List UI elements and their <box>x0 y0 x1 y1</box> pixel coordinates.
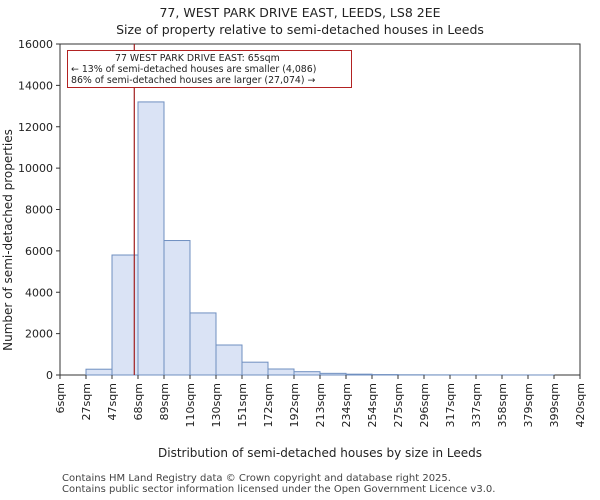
bar-89sqm <box>163 240 191 376</box>
x-tick-label: 379sqm <box>522 383 535 427</box>
bar-130sqm <box>215 344 243 376</box>
y-tick-label: 4000 <box>25 286 53 299</box>
y-tick-label: 16000 <box>18 38 53 51</box>
bar-192sqm <box>293 371 321 376</box>
bar-213sqm <box>319 372 347 376</box>
x-tick-label: 234sqm <box>340 383 353 427</box>
footer: Contains HM Land Registry data © Crown c… <box>62 473 495 495</box>
annotation-box: 77 WEST PARK DRIVE EAST: 65sqm ← 13% of … <box>67 50 352 88</box>
x-tick-label: 192sqm <box>288 383 301 427</box>
chart-title: 77, WEST PARK DRIVE EAST, LEEDS, LS8 2EE… <box>0 4 600 38</box>
bar-68sqm <box>137 101 165 376</box>
x-tick-label: 254sqm <box>366 383 379 427</box>
x-tick-label: 27sqm <box>80 383 93 420</box>
bar-110sqm <box>189 312 217 376</box>
x-tick-label: 6sqm <box>54 383 67 413</box>
bar-234sqm <box>345 373 373 376</box>
footer-line-2: Contains public sector information licen… <box>62 484 496 495</box>
x-tick-label: 130sqm <box>210 383 223 427</box>
y-tick-label: 10000 <box>18 162 53 175</box>
bar-27sqm <box>85 368 113 376</box>
y-axis-label: Number of semi-detached properties <box>1 129 15 351</box>
bar-47sqm <box>111 254 139 376</box>
x-tick-label: 296sqm <box>418 383 431 427</box>
x-tick-label: 337sqm <box>470 383 483 427</box>
annotation-line-1: 77 WEST PARK DRIVE EAST: 65sqm <box>115 53 280 64</box>
footer-line-1: Contains HM Land Registry data © Crown c… <box>62 473 451 484</box>
annotation-line-2: ← 13% of semi-detached houses are smalle… <box>71 64 317 75</box>
x-tick-label: 317sqm <box>444 383 457 427</box>
x-tick-label: 275sqm <box>392 383 405 427</box>
y-tick-label: 8000 <box>25 204 53 217</box>
x-tick-label: 110sqm <box>184 383 197 427</box>
y-tick-label: 0 <box>46 369 53 382</box>
annotation-line-3: 86% of semi-detached houses are larger (… <box>71 75 316 86</box>
x-tick-label: 151sqm <box>236 383 249 427</box>
bar-151sqm <box>241 361 269 376</box>
x-tick-label: 89sqm <box>158 383 171 420</box>
title-line-2: Size of property relative to semi-detach… <box>116 22 484 37</box>
x-tick-label: 172sqm <box>262 383 275 427</box>
x-tick-label: 420sqm <box>574 383 587 427</box>
y-tick-label: 12000 <box>18 121 53 134</box>
x-tick-label: 68sqm <box>132 383 145 420</box>
x-tick-label: 213sqm <box>314 383 327 427</box>
title-line-1: 77, WEST PARK DRIVE EAST, LEEDS, LS8 2EE <box>159 5 441 20</box>
x-tick-label: 358sqm <box>496 383 509 427</box>
x-tick-label: 47sqm <box>106 383 119 420</box>
y-tick-label: 2000 <box>25 328 53 341</box>
x-axis-label: Distribution of semi-detached houses by … <box>158 446 482 460</box>
y-tick-label: 6000 <box>25 245 53 258</box>
bar-172sqm <box>267 368 295 376</box>
x-tick-label: 399sqm <box>548 383 561 427</box>
y-tick-label: 14000 <box>18 79 53 92</box>
